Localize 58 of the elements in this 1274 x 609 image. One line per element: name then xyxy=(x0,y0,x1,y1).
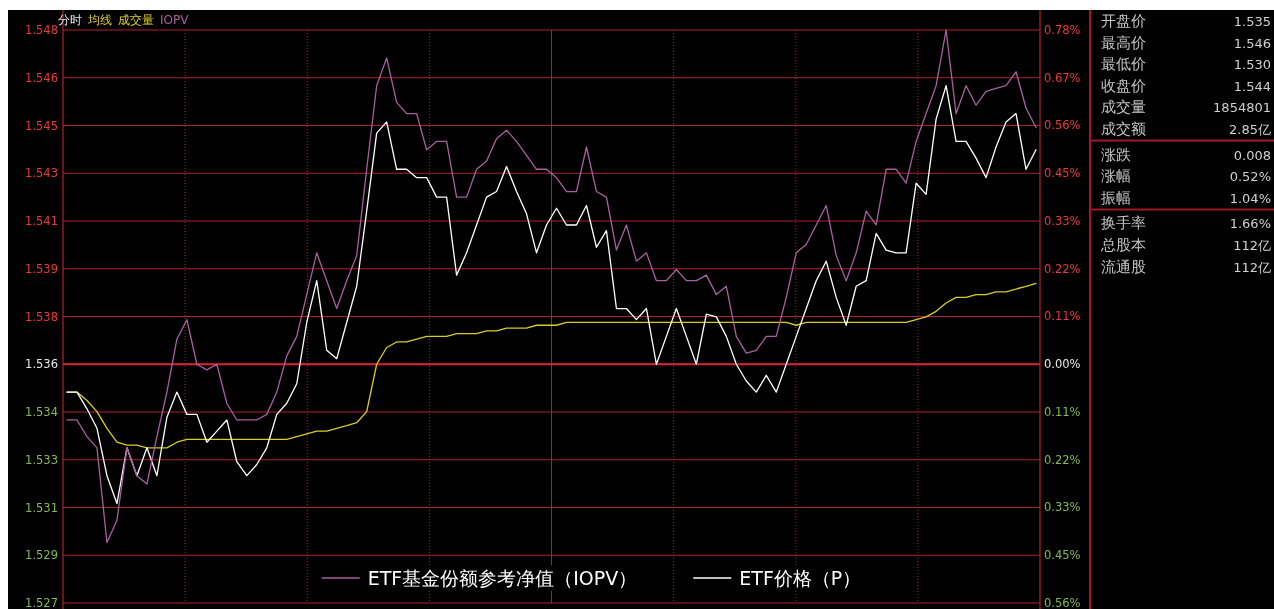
y2-tick-label: 0.22% xyxy=(1044,261,1081,276)
text: 0.52% xyxy=(1229,169,1271,185)
text: 1.04% xyxy=(1229,190,1271,206)
category-label: 最高价 xyxy=(1101,33,1146,52)
category-label: 最低价 xyxy=(1101,55,1146,74)
text: IOPV xyxy=(160,13,190,27)
y2-tick-label: 0.11% xyxy=(1044,309,1081,324)
y-tick-label: 1.545 xyxy=(25,118,58,133)
y-tick-label: 1.538 xyxy=(25,309,58,324)
y2-tick-label: 0.45% xyxy=(1044,548,1081,563)
text: 1.546 xyxy=(1233,35,1271,51)
y-tick-label: 1.548 xyxy=(25,23,58,37)
text: 1.535 xyxy=(1233,14,1271,29)
y2-tick-label: 0.78% xyxy=(1044,23,1081,37)
text: 1.544 xyxy=(1233,78,1271,94)
y-tick-label: 1.543 xyxy=(25,166,58,181)
y2-tick-label: 0.33% xyxy=(1044,214,1081,228)
y-tick-label: 1.546 xyxy=(25,70,58,85)
text: 1.66% xyxy=(1229,216,1271,232)
y2-tick-label: 0.22% xyxy=(1044,452,1081,467)
y-tick-label: 1.536 xyxy=(25,357,58,372)
text: 均线 xyxy=(87,13,112,27)
legend-label: ETF价格（P） xyxy=(739,567,862,589)
y-tick-label: 1.541 xyxy=(25,214,58,228)
y2-tick-label: 0.67% xyxy=(1044,70,1081,85)
text: 成交量 xyxy=(118,13,154,27)
category-label: 成交额 xyxy=(1101,120,1146,138)
y2-tick-label: 0.56% xyxy=(1044,596,1081,609)
category-label: 总股本 xyxy=(1100,236,1146,254)
category-label: 流通股 xyxy=(1101,257,1146,276)
y-tick-label: 1.527 xyxy=(25,596,58,609)
text: 1854801 xyxy=(1213,100,1271,116)
y2-tick-label: 0.45% xyxy=(1044,166,1081,181)
line-series xyxy=(66,85,1037,505)
y2-tick-label: 0.00% xyxy=(1044,357,1081,372)
text: 1.530 xyxy=(1233,57,1271,73)
y2-tick-label: 0.33% xyxy=(1044,500,1081,515)
text: 112亿 xyxy=(1233,259,1271,275)
text: 2.85亿 xyxy=(1229,122,1271,137)
legend-label: ETF基金份额参考净值（IOPV） xyxy=(367,567,638,589)
category-label: 收盘价 xyxy=(1101,76,1146,95)
y-tick-label: 1.529 xyxy=(25,548,58,563)
category-label: 振幅 xyxy=(1101,188,1131,207)
y-tick-label: 1.531 xyxy=(25,500,58,515)
category-label: 成交量 xyxy=(1101,98,1146,117)
category-label: 开盘价 xyxy=(1101,12,1146,30)
y2-tick-label: 0.11% xyxy=(1044,405,1081,419)
category-label: 换手率 xyxy=(1101,214,1146,233)
text: 112亿 xyxy=(1233,238,1271,253)
y2-tick-label: 0.56% xyxy=(1044,118,1081,133)
line-series xyxy=(66,29,1037,544)
y-tick-label: 1.534 xyxy=(25,405,58,419)
y-tick-label: 1.539 xyxy=(25,261,58,276)
text: 0.008 xyxy=(1233,147,1271,163)
y-tick-label: 1.533 xyxy=(25,452,58,467)
chart-title: 分时 xyxy=(58,13,82,27)
category-label: 涨幅 xyxy=(1101,167,1131,186)
category-label: 涨跌 xyxy=(1101,145,1131,164)
